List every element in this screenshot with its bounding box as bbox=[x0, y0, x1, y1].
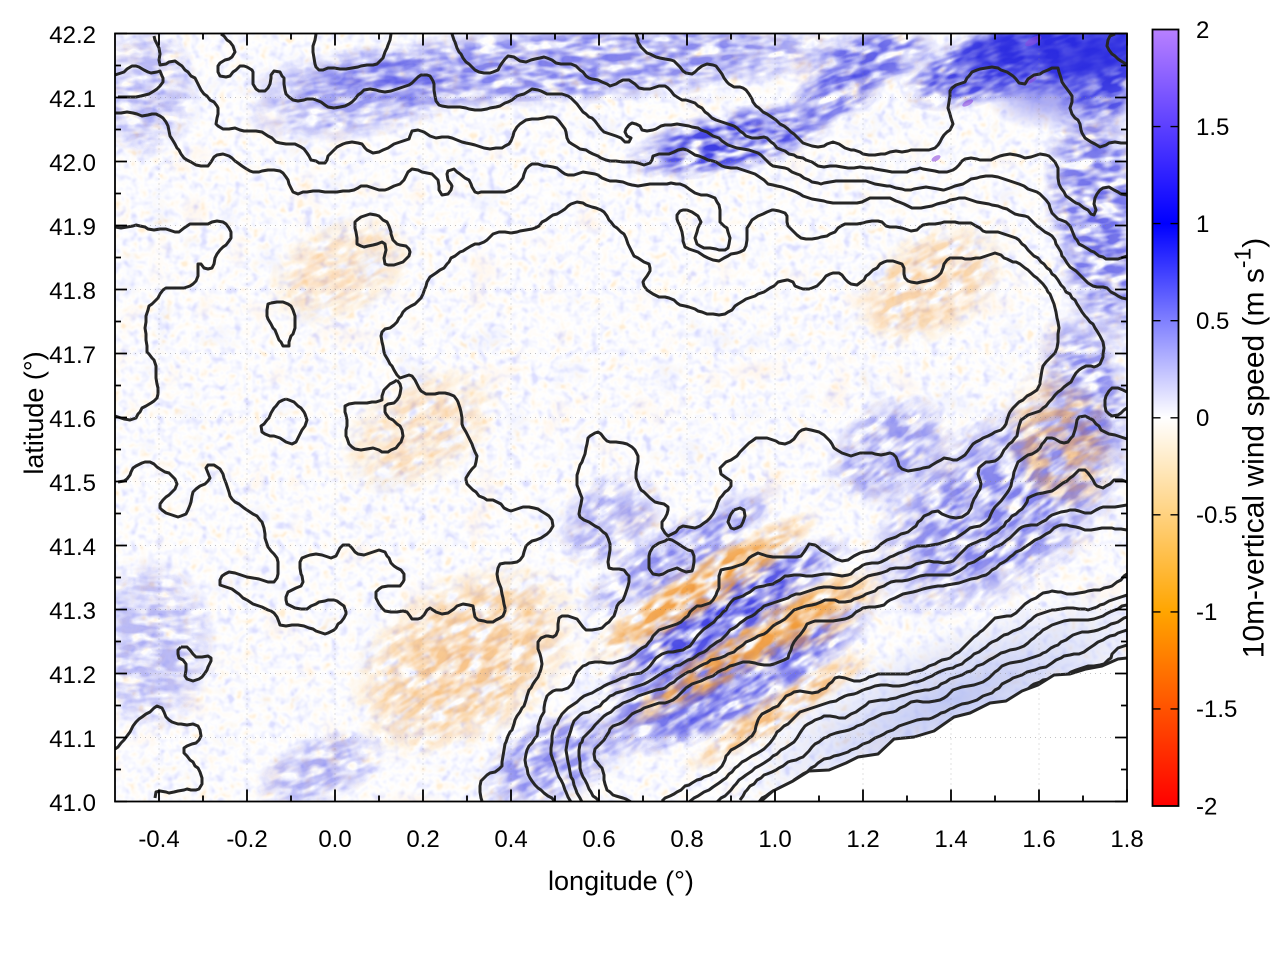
svg-text:-1: -1 bbox=[1196, 599, 1217, 626]
svg-text:42.1: 42.1 bbox=[49, 86, 96, 113]
svg-text:42.2: 42.2 bbox=[49, 22, 96, 49]
svg-text:-1.5: -1.5 bbox=[1196, 696, 1237, 723]
svg-text:41.4: 41.4 bbox=[49, 534, 96, 561]
svg-text:-0.5: -0.5 bbox=[1196, 502, 1237, 529]
svg-text:2: 2 bbox=[1196, 17, 1209, 44]
svg-text:41.7: 41.7 bbox=[49, 342, 96, 369]
svg-text:41.3: 41.3 bbox=[49, 598, 96, 625]
svg-text:1.6: 1.6 bbox=[1022, 826, 1055, 853]
svg-text:41.9: 41.9 bbox=[49, 214, 96, 241]
svg-text:0: 0 bbox=[1196, 405, 1209, 432]
svg-text:0.0: 0.0 bbox=[318, 826, 351, 853]
svg-text:1.0: 1.0 bbox=[758, 826, 791, 853]
svg-text:longitude (°): longitude (°) bbox=[548, 866, 694, 896]
svg-text:0.6: 0.6 bbox=[582, 826, 615, 853]
svg-text:-0.2: -0.2 bbox=[226, 826, 267, 853]
svg-text:-2: -2 bbox=[1196, 793, 1217, 820]
svg-text:1: 1 bbox=[1196, 211, 1209, 238]
svg-text:1.8: 1.8 bbox=[1110, 826, 1143, 853]
svg-text:0.5: 0.5 bbox=[1196, 308, 1229, 335]
svg-text:latitude (°): latitude (°) bbox=[19, 351, 49, 474]
svg-text:1.5: 1.5 bbox=[1196, 114, 1229, 141]
svg-text:41.1: 41.1 bbox=[49, 726, 96, 753]
svg-text:41.5: 41.5 bbox=[49, 470, 96, 497]
svg-text:41.0: 41.0 bbox=[49, 790, 96, 817]
svg-text:42.0: 42.0 bbox=[49, 150, 96, 177]
svg-text:41.6: 41.6 bbox=[49, 406, 96, 433]
svg-text:-0.4: -0.4 bbox=[138, 826, 179, 853]
svg-text:1.4: 1.4 bbox=[934, 826, 967, 853]
svg-text:0.8: 0.8 bbox=[670, 826, 703, 853]
svg-text:41.8: 41.8 bbox=[49, 278, 96, 305]
svg-text:1.2: 1.2 bbox=[846, 826, 879, 853]
svg-text:41.2: 41.2 bbox=[49, 662, 96, 689]
svg-text:0.4: 0.4 bbox=[494, 826, 527, 853]
svg-text:0.2: 0.2 bbox=[406, 826, 439, 853]
